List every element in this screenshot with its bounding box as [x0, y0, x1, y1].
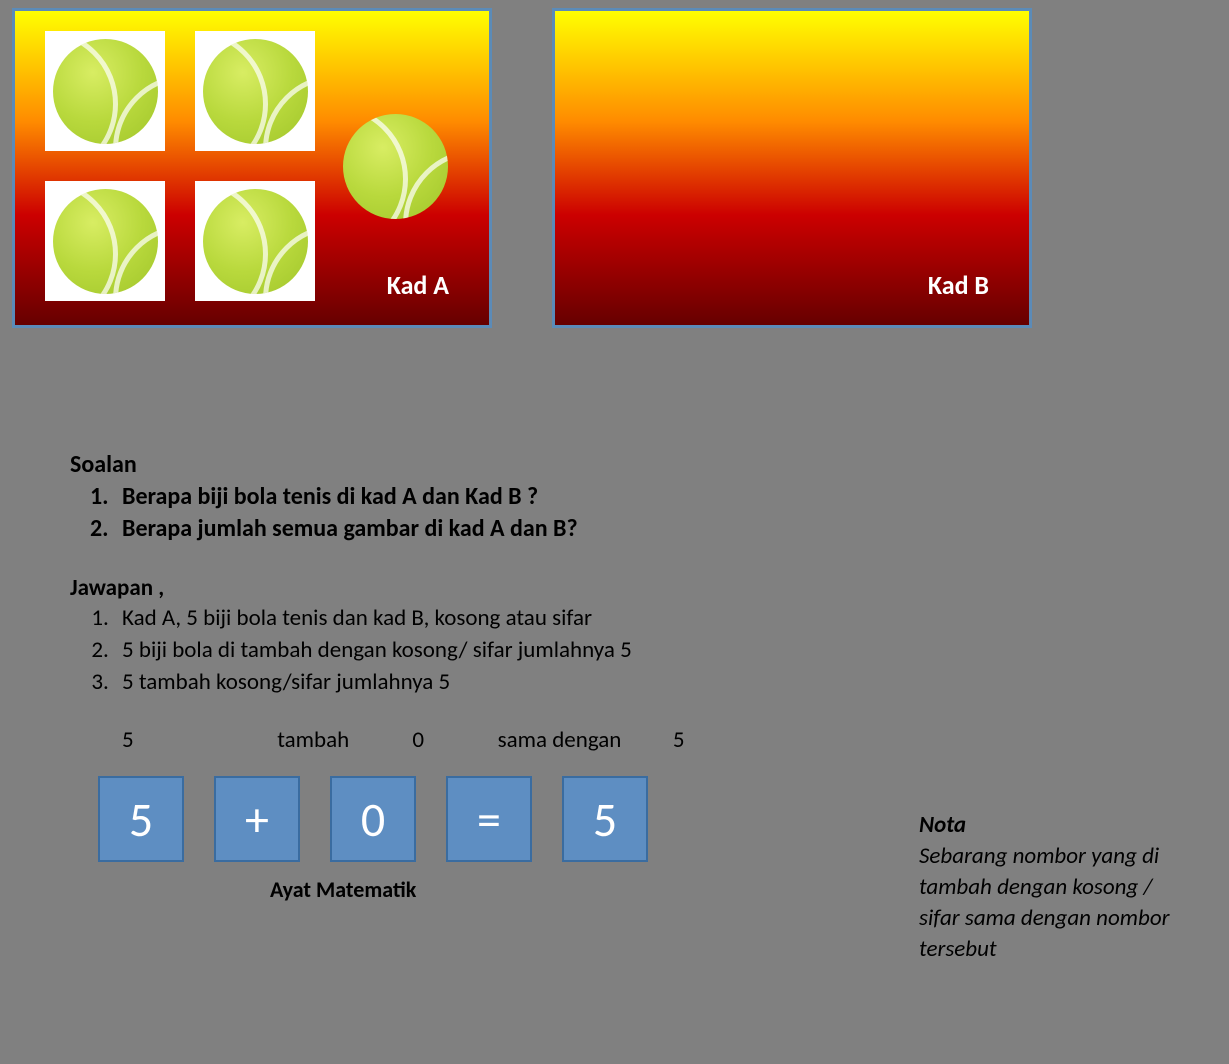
sentence-w1: tambah	[277, 726, 407, 754]
question-item: Berapa biji bola tenis di kad A dan Kad …	[114, 481, 684, 513]
question-item: Berapa jumlah semua gambar di kad A dan …	[114, 513, 684, 545]
tennis-ball	[195, 31, 315, 151]
tennis-ball	[335, 106, 455, 226]
card-a: Kad A	[12, 8, 492, 328]
soalan-heading: Soalan	[70, 450, 684, 479]
card-b-label: Kad B	[928, 269, 989, 301]
sentence-w2: sama dengan	[498, 726, 668, 754]
tennis-ball	[45, 31, 165, 151]
answer-item: 5 biji bola di tambah dengan kosong/ sif…	[114, 634, 684, 666]
equation-tile: =	[446, 776, 532, 862]
math-sentence: 5 tambah 0 sama dengan 5	[122, 726, 684, 754]
note-block: Nota Sebarang nombor yang di tambah deng…	[919, 810, 1179, 965]
note-title: Nota	[919, 810, 1179, 841]
answer-list: Kad A, 5 biji bola tenis dan kad B, koso…	[114, 602, 684, 699]
tennis-ball	[45, 181, 165, 301]
equation-tile: +	[214, 776, 300, 862]
sentence-n3: 5	[673, 726, 685, 754]
answer-item: 5 tambah kosong/sifar jumlahnya 5	[114, 666, 684, 698]
equation-tile: 0	[330, 776, 416, 862]
sentence-n1: 5	[122, 726, 272, 754]
equation-label: Ayat Matematik	[270, 876, 684, 903]
note-body: Sebarang nombor yang di tambah dengan ko…	[919, 841, 1179, 965]
jawapan-heading: Jawapan ,	[70, 574, 684, 602]
equation-tile: 5	[98, 776, 184, 862]
equation-row: 5 +0 = 5	[98, 776, 684, 862]
content-block: Soalan Berapa biji bola tenis di kad A d…	[70, 450, 684, 903]
answer-item: Kad A, 5 biji bola tenis dan kad B, koso…	[114, 602, 684, 634]
equation-tile: 5	[562, 776, 648, 862]
card-b: Kad B	[552, 8, 1032, 328]
tennis-ball	[195, 181, 315, 301]
card-a-label: Kad A	[387, 269, 449, 301]
sentence-n2: 0	[412, 726, 492, 754]
question-list: Berapa biji bola tenis di kad A dan Kad …	[114, 481, 684, 546]
